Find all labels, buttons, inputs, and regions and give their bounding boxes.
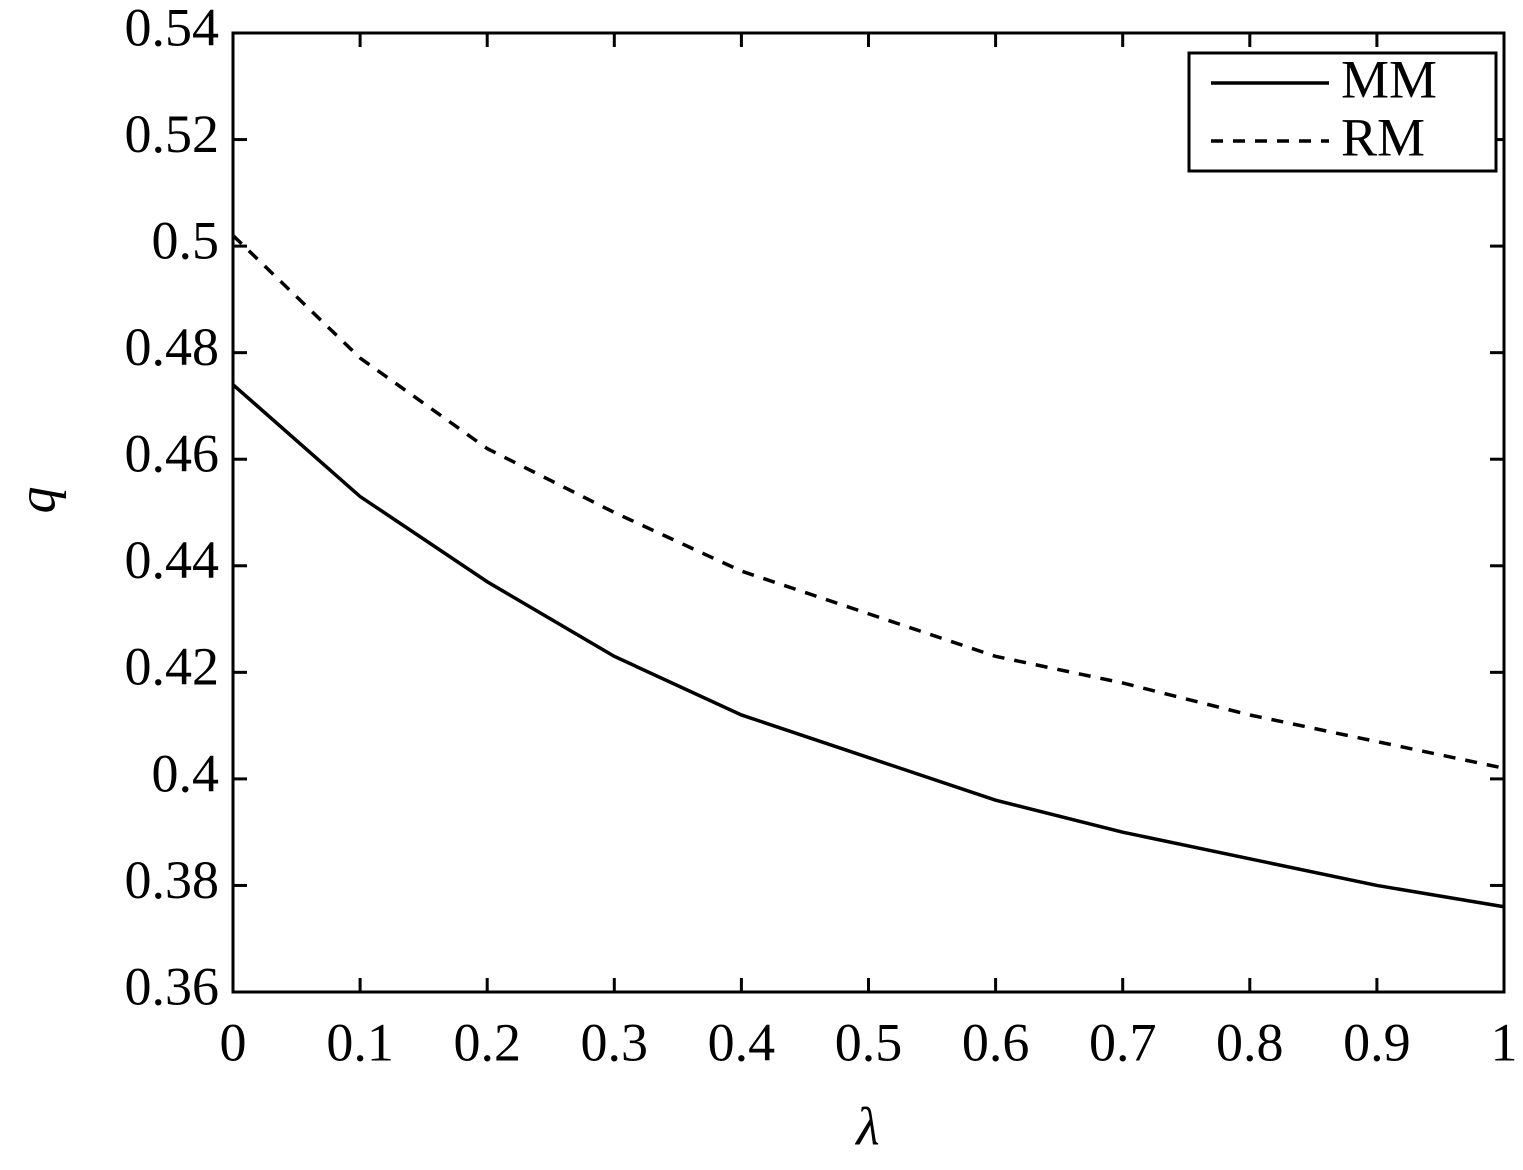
x-tick-label: 0.7 bbox=[1089, 1012, 1157, 1072]
x-tick-label: 0.9 bbox=[1343, 1012, 1411, 1072]
y-tick-label: 0.36 bbox=[125, 956, 220, 1016]
x-tick-label: 0.3 bbox=[581, 1012, 649, 1072]
y-tick-label: 0.38 bbox=[125, 850, 220, 910]
y-tick-label: 0.46 bbox=[125, 424, 220, 484]
y-tick-label: 0.48 bbox=[125, 317, 220, 377]
legend-box bbox=[1187, 51, 1498, 173]
plot-frame bbox=[231, 31, 1506, 994]
x-tick-label: 0.2 bbox=[453, 1012, 521, 1072]
legend-label: RM bbox=[1341, 107, 1425, 167]
x-tick-label: 0.6 bbox=[962, 1012, 1030, 1072]
x-tick-label: 1 bbox=[1491, 1012, 1518, 1072]
line bbox=[231, 383, 1505, 909]
line bbox=[231, 234, 1505, 770]
y-tick-label: 0.54 bbox=[125, 0, 220, 57]
x-tick-label: 0.8 bbox=[1216, 1012, 1284, 1072]
legend-label: MM bbox=[1341, 49, 1437, 109]
y-tick-label: 0.5 bbox=[152, 211, 220, 271]
x-tick-label: 0.1 bbox=[326, 1012, 394, 1072]
x-tick-label: 0 bbox=[220, 1012, 247, 1072]
y-tick-label: 0.4 bbox=[152, 743, 220, 803]
y-tick-label: 0.42 bbox=[125, 637, 220, 697]
x-tick-label: 0.5 bbox=[835, 1012, 903, 1072]
x-axis-label: λ bbox=[854, 1096, 879, 1156]
x-tick-label: 0.4 bbox=[708, 1012, 776, 1072]
y-axis-label: q bbox=[6, 487, 66, 514]
y-tick-label: 0.52 bbox=[125, 104, 220, 164]
y-tick-label: 0.44 bbox=[125, 530, 220, 590]
